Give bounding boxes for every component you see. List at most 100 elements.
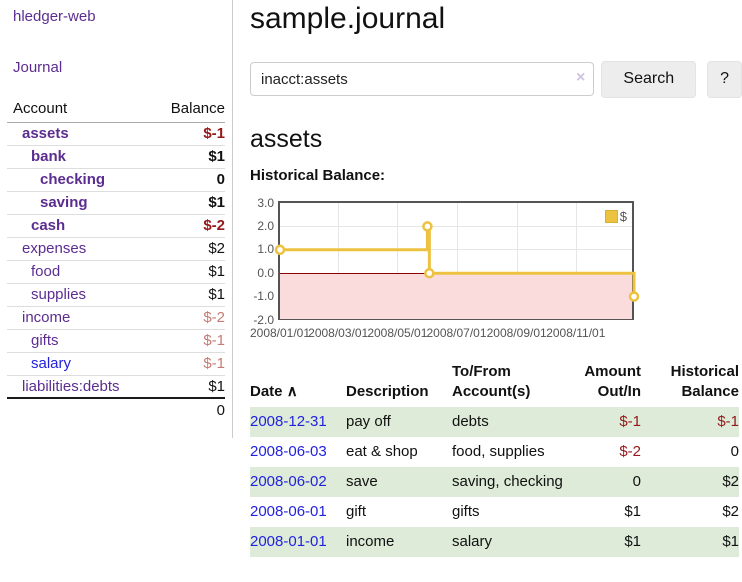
account-row: liabilities:debts $1	[7, 374, 225, 398]
balance-line-svg	[274, 220, 640, 302]
transaction-description: eat & shop	[346, 443, 418, 460]
sidebar-item-journal[interactable]: Journal	[13, 59, 63, 76]
transaction-amount: $1	[582, 527, 641, 557]
transaction-accounts: debts	[452, 407, 582, 437]
main-content: sample.journal × Search ? assets Histori…	[234, 0, 742, 557]
page-title: sample.journal	[250, 2, 446, 35]
gridline	[456, 202, 458, 318]
x-axis-tick-label: 2008/01/01	[249, 325, 311, 340]
transaction-balance: $1	[641, 527, 739, 557]
legend-swatch-icon	[604, 209, 618, 223]
account-row: cash $-2	[7, 213, 225, 237]
transaction-description: gift	[346, 503, 367, 520]
app-title-link[interactable]: hledger-web	[13, 8, 96, 25]
account-link[interactable]: income	[22, 309, 71, 326]
transaction-row: 2008-06-01 gift gifts $1 $2	[250, 497, 739, 527]
col-amount: Amount Out/In	[584, 362, 641, 400]
account-balance: 0	[154, 167, 225, 191]
transaction-accounts: salary	[452, 527, 582, 557]
account-link[interactable]: liabilities:debts	[22, 377, 120, 395]
col-balance: Historical Balance	[670, 362, 739, 400]
y-axis-tick-label: 0.0	[257, 265, 274, 280]
x-axis-tick-label: 2008/03/01	[308, 325, 369, 340]
account-link[interactable]: gifts	[31, 332, 59, 349]
account-row: supplies $1	[7, 282, 225, 306]
account-link[interactable]: checking	[40, 171, 106, 188]
data-point-marker	[422, 220, 433, 232]
register-table: Date ∧ Description To/From Account(s) Am…	[250, 360, 739, 557]
transaction-date-link[interactable]: 2008-01-01	[250, 533, 327, 550]
col-accounts: To/From Account(s)	[452, 362, 531, 400]
transaction-date-link[interactable]: 2008-06-01	[250, 503, 327, 520]
account-link[interactable]: salary	[31, 355, 72, 372]
gridline	[280, 225, 632, 227]
chart-title: Historical Balance:	[250, 166, 386, 184]
transaction-date-link[interactable]: 2008-06-02	[250, 473, 327, 490]
transaction-date-link[interactable]: 2008-06-03	[250, 443, 327, 460]
account-row: food $1	[7, 259, 225, 283]
x-axis-tick-label: 2008/07/01	[426, 325, 487, 340]
transaction-amount: 0	[582, 467, 641, 497]
account-balance: $2	[154, 236, 225, 260]
transaction-balance: $2	[641, 467, 739, 497]
transaction-balance: $-1	[641, 407, 739, 437]
transaction-amount: $-2	[619, 443, 641, 460]
account-link[interactable]: bank	[31, 148, 67, 165]
gridline	[516, 202, 518, 318]
data-point-marker	[628, 290, 640, 302]
transaction-balance: 0	[730, 443, 739, 460]
account-link[interactable]: supplies	[31, 286, 87, 303]
account-balance: $1	[154, 144, 225, 168]
account-balance: $1	[154, 190, 225, 214]
transaction-row: 2008-06-03 eat & shop food, supplies $-2 0	[250, 437, 739, 467]
sort-asc-icon: ∧	[286, 382, 298, 400]
search-button[interactable]: Search	[601, 60, 697, 98]
help-button[interactable]: ?	[707, 60, 742, 98]
accounts-table: Account Balance assets $-1 bank $1 checking 0…	[7, 96, 225, 421]
account-link[interactable]: food	[31, 263, 61, 280]
accounts-total-row: 0	[7, 397, 225, 421]
accounts-total-value: 0	[154, 397, 225, 421]
accounts-col-account: Account	[7, 96, 155, 123]
account-link[interactable]: assets	[22, 125, 69, 142]
gridline	[397, 202, 399, 318]
transaction-accounts: food, supplies	[452, 443, 545, 460]
transaction-date-link[interactable]: 2008-12-31	[250, 413, 327, 430]
transaction-balance: $2	[722, 503, 739, 520]
transaction-row: 2008-06-02 save saving, checking 0 $2	[250, 467, 739, 497]
col-description: Description	[346, 382, 429, 400]
account-row: income $-2	[7, 305, 225, 329]
y-axis-tick-label: 2.0	[257, 218, 274, 233]
x-axis-tick-label: 2008/11/01	[546, 325, 606, 340]
search-input[interactable]	[250, 62, 595, 96]
clear-search-icon[interactable]: ×	[576, 69, 586, 86]
account-balance: $1	[154, 374, 225, 398]
account-balance: $-1	[154, 328, 225, 352]
col-date[interactable]: Date ∧	[250, 382, 298, 400]
account-link[interactable]: saving	[40, 194, 88, 211]
transaction-description: pay off	[346, 407, 452, 437]
data-point-marker	[424, 267, 435, 278]
transaction-description: income	[346, 527, 452, 557]
account-link[interactable]: cash	[31, 217, 66, 234]
y-axis-tick-label: 1.0	[257, 242, 274, 257]
account-balance: $-2	[154, 213, 225, 237]
account-balance: $1	[154, 282, 225, 306]
x-axis-tick-label: 2008/09/01	[486, 325, 547, 340]
register-header-row: Date ∧ Description To/From Account(s) Am…	[250, 360, 739, 408]
chart-plot-area: $	[274, 200, 640, 320]
transaction-accounts: gifts	[452, 503, 480, 520]
account-balance: $-1	[154, 351, 225, 375]
account-heading: assets	[250, 124, 323, 153]
y-axis-tick-label: -2.0	[253, 312, 274, 327]
account-link[interactable]: expenses	[22, 240, 87, 257]
y-axis-tick-label: 3.0	[257, 195, 274, 210]
chart-legend: $	[604, 209, 627, 224]
transaction-amount: $1	[624, 503, 641, 520]
historical-balance-chart: $ 3.0 2.0 1.0 0.0 -1.0 -2.0 2008/01/01 2008/03/…	[249, 195, 742, 340]
negative-region	[280, 272, 632, 320]
account-balance: $-2	[154, 305, 225, 329]
y-axis-tick-label: -1.0	[253, 289, 274, 304]
account-row: checking 0	[7, 167, 225, 191]
account-row: expenses $2	[7, 236, 225, 260]
